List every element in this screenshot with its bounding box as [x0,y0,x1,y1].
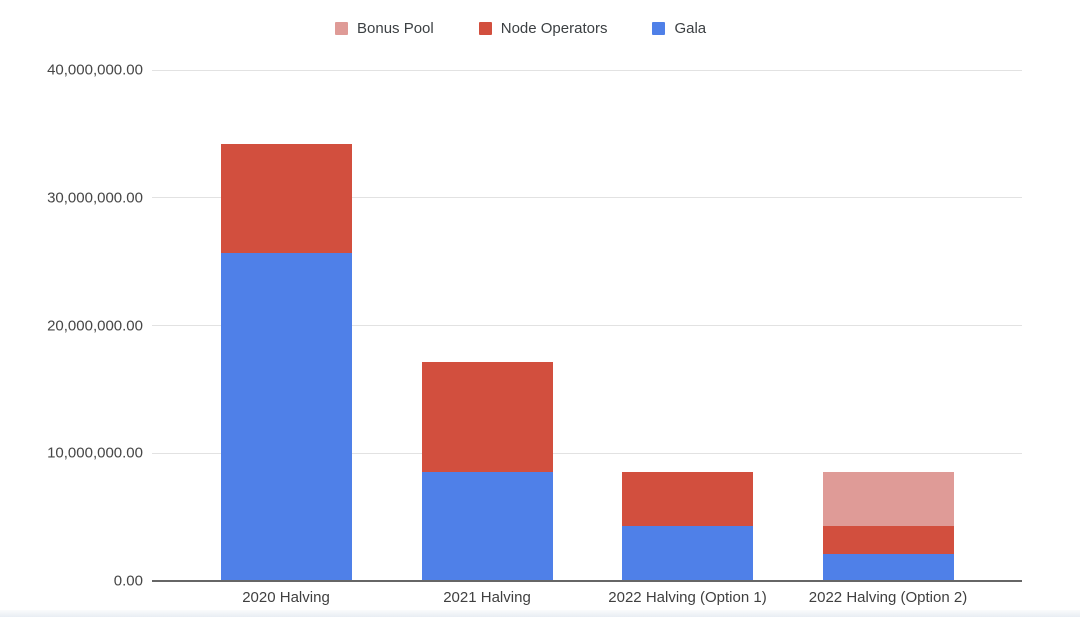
legend-item-gala[interactable]: Gala [652,21,706,36]
bar-segment-gala-2022-halving-option-2[interactable] [822,553,954,581]
bar-segment-gala-2020-halving[interactable] [220,252,352,581]
legend-swatch-gala [652,22,666,35]
x-axis-label: 2020 Halving [242,589,330,606]
gridline [152,69,1022,71]
y-axis-label: 40,000,000.00 [47,61,143,79]
y-axis-label: 20,000,000.00 [47,317,143,334]
gridline [152,325,1022,326]
bar-segment-node-operators-2022-halving-option-1[interactable] [622,471,753,527]
legend-label: Node Operators [500,20,608,37]
bar-segment-gala-2021-halving[interactable] [421,471,553,581]
x-axis-label: 2021 Halving [443,589,531,606]
bar-segment-gala-2022-halving-option-1[interactable] [622,526,753,581]
bar-segment-node-operators-2020-halving[interactable] [220,143,352,253]
legend-item-bonus-pool[interactable]: Bonus Pool [335,21,434,36]
bar-segment-node-operators-2021-halving[interactable] [421,362,553,472]
x-axis-label: 2022 Halving (Option 1) [608,589,767,606]
legend-swatch-node-operators [478,22,492,35]
y-axis-label: 10,000,000.00 [47,444,143,462]
x-axis-line [152,580,1022,582]
gridline [152,197,1022,199]
legend-swatch-bonus-pool [335,22,348,35]
legend-label: Bonus Pool [357,20,434,37]
x-axis-label: 2022 Halving (Option 2) [808,589,968,606]
y-axis-label: 30,000,000.00 [47,189,143,207]
chart-legend: Bonus Pool Node Operators Gala [335,21,706,36]
bottom-edge-strip [0,610,1080,617]
gridline [152,452,1022,454]
bar-segment-node-operators-2022-halving-option-2[interactable] [822,526,954,554]
legend-item-node-operators[interactable]: Node Operators [478,20,608,37]
y-axis-label: 0.00 [113,572,143,590]
bar-segment-bonus-pool-2022-halving-option-2[interactable] [822,471,954,527]
legend-label: Gala [674,20,707,37]
